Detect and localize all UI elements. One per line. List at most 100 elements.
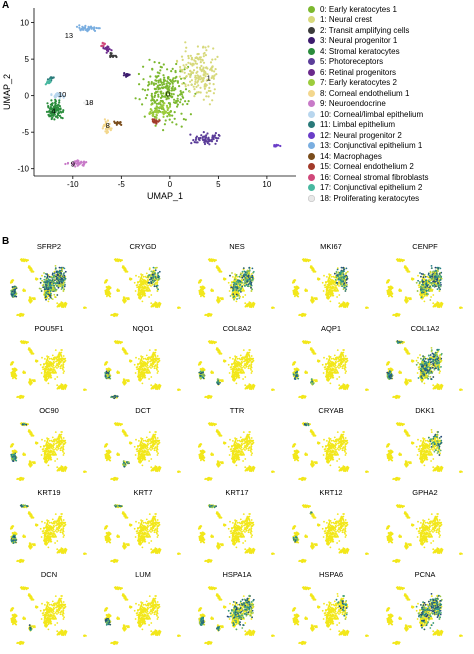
data-point bbox=[137, 72, 140, 76]
expr-point bbox=[157, 274, 160, 277]
expr-point bbox=[148, 282, 151, 284]
expr-point bbox=[247, 274, 250, 277]
expr-point bbox=[338, 276, 340, 279]
base-point bbox=[323, 284, 326, 287]
data-point bbox=[198, 139, 201, 142]
expr-point bbox=[342, 280, 345, 283]
data-point bbox=[168, 114, 171, 117]
expr-point bbox=[158, 270, 161, 273]
data-point bbox=[186, 67, 189, 70]
base-point bbox=[423, 278, 426, 281]
expr-point bbox=[249, 280, 252, 283]
data-point bbox=[183, 71, 186, 74]
base-point bbox=[148, 296, 150, 298]
data-point bbox=[190, 56, 193, 59]
base-point bbox=[405, 300, 407, 302]
expr-point bbox=[46, 273, 48, 276]
base-point bbox=[146, 278, 149, 281]
base-point bbox=[117, 260, 119, 263]
base-point bbox=[118, 259, 121, 261]
data-point bbox=[167, 102, 170, 105]
data-point bbox=[56, 116, 59, 119]
expr-point bbox=[232, 289, 234, 292]
cluster-1-points bbox=[175, 41, 219, 106]
data-point bbox=[104, 124, 108, 127]
data-point bbox=[46, 102, 49, 105]
data-point bbox=[171, 95, 174, 98]
cluster-2-points bbox=[109, 52, 118, 59]
gene-title: MKI67 bbox=[320, 242, 342, 251]
expr-point bbox=[336, 268, 339, 271]
expr-point bbox=[341, 278, 344, 281]
panel-a-label: A bbox=[2, 0, 10, 11]
legend-item: 0: Early keratocytes 1 bbox=[308, 4, 472, 15]
base-point bbox=[142, 286, 144, 289]
expr-point bbox=[242, 267, 245, 269]
data-point bbox=[148, 83, 151, 86]
base-point bbox=[325, 281, 327, 284]
data-point bbox=[151, 120, 154, 123]
expr-point bbox=[156, 290, 159, 292]
expr-point bbox=[58, 269, 61, 272]
expr-point bbox=[236, 295, 239, 297]
legend-swatch bbox=[308, 16, 315, 24]
base-point bbox=[318, 278, 320, 281]
data-point bbox=[194, 92, 197, 95]
base-point bbox=[123, 300, 125, 302]
data-point bbox=[203, 138, 206, 142]
data-point bbox=[210, 138, 213, 141]
expr-point bbox=[40, 290, 43, 292]
expr-point bbox=[155, 281, 157, 284]
data-point bbox=[49, 103, 53, 106]
base-point bbox=[436, 304, 439, 307]
data-point bbox=[170, 70, 173, 73]
data-point bbox=[157, 95, 160, 98]
expr-point bbox=[44, 275, 46, 278]
base-point bbox=[247, 302, 250, 305]
base-point bbox=[435, 302, 438, 305]
legend-item: 16: Corneal stromal fibroblasts bbox=[308, 172, 472, 183]
base-point bbox=[112, 314, 115, 316]
base-point bbox=[127, 297, 130, 300]
base-point bbox=[347, 302, 350, 305]
data-point bbox=[167, 97, 170, 100]
base-point bbox=[201, 289, 203, 292]
base-point bbox=[36, 278, 38, 281]
data-point bbox=[54, 111, 57, 114]
data-point bbox=[89, 101, 92, 104]
data-point bbox=[180, 91, 183, 95]
expr-point bbox=[41, 279, 43, 282]
base-point bbox=[436, 301, 439, 304]
data-point bbox=[208, 143, 211, 146]
expr-point bbox=[50, 284, 52, 287]
base-point bbox=[459, 306, 462, 309]
data-point bbox=[58, 108, 61, 111]
data-point bbox=[197, 84, 200, 87]
expr-point bbox=[250, 286, 252, 289]
data-point bbox=[213, 70, 216, 73]
data-point bbox=[110, 49, 113, 52]
expr-point bbox=[335, 270, 338, 273]
data-point bbox=[179, 90, 182, 93]
data-point bbox=[184, 118, 187, 121]
data-point bbox=[74, 161, 77, 164]
data-point bbox=[206, 132, 209, 135]
base-point bbox=[311, 301, 314, 304]
expr-point bbox=[48, 286, 51, 289]
data-point bbox=[217, 137, 220, 140]
base-point bbox=[145, 276, 148, 279]
base-point bbox=[250, 273, 253, 275]
legend-swatch bbox=[308, 142, 315, 150]
data-point bbox=[180, 112, 183, 115]
base-point bbox=[199, 288, 202, 291]
data-point bbox=[186, 102, 189, 106]
legend-swatch bbox=[308, 194, 315, 202]
data-point bbox=[199, 68, 202, 71]
base-point bbox=[305, 290, 308, 292]
expr-point bbox=[61, 285, 64, 288]
data-point bbox=[62, 109, 65, 112]
expr-point bbox=[57, 283, 60, 286]
data-point bbox=[204, 46, 207, 49]
expr-point bbox=[235, 289, 238, 291]
